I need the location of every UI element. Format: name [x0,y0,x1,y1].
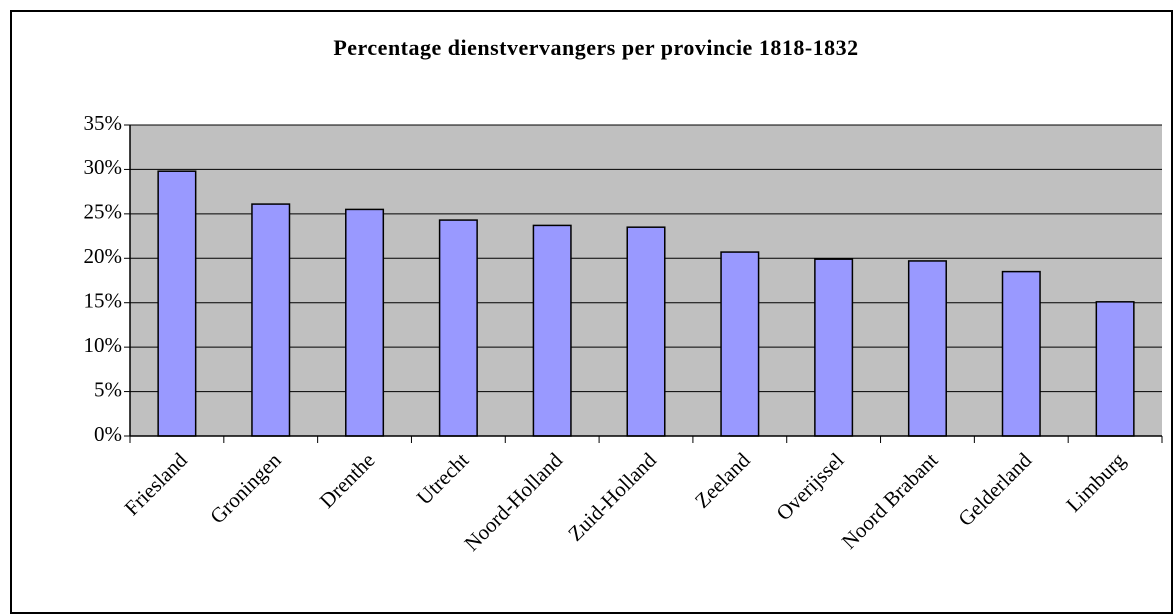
y-tick-label: 0% [94,422,122,446]
bar [814,258,854,437]
bar [1095,301,1135,437]
bar [251,203,291,437]
y-tick-label: 5% [94,377,122,401]
y-tick-label: 25% [84,200,123,224]
bar [157,170,197,437]
bar [1001,270,1041,437]
y-tick-label: 15% [84,289,123,313]
bar [532,224,572,437]
chart-title: Percentage dienstvervangers per provinci… [333,35,858,60]
y-tick-label: 30% [84,155,123,179]
y-tick-label: 10% [84,333,123,357]
bar [345,208,385,437]
bar [907,260,947,437]
y-tick-label: 35% [84,111,123,135]
y-tick-label: 20% [84,244,123,268]
bar [720,251,760,437]
bar [626,226,666,437]
bar [438,219,478,437]
